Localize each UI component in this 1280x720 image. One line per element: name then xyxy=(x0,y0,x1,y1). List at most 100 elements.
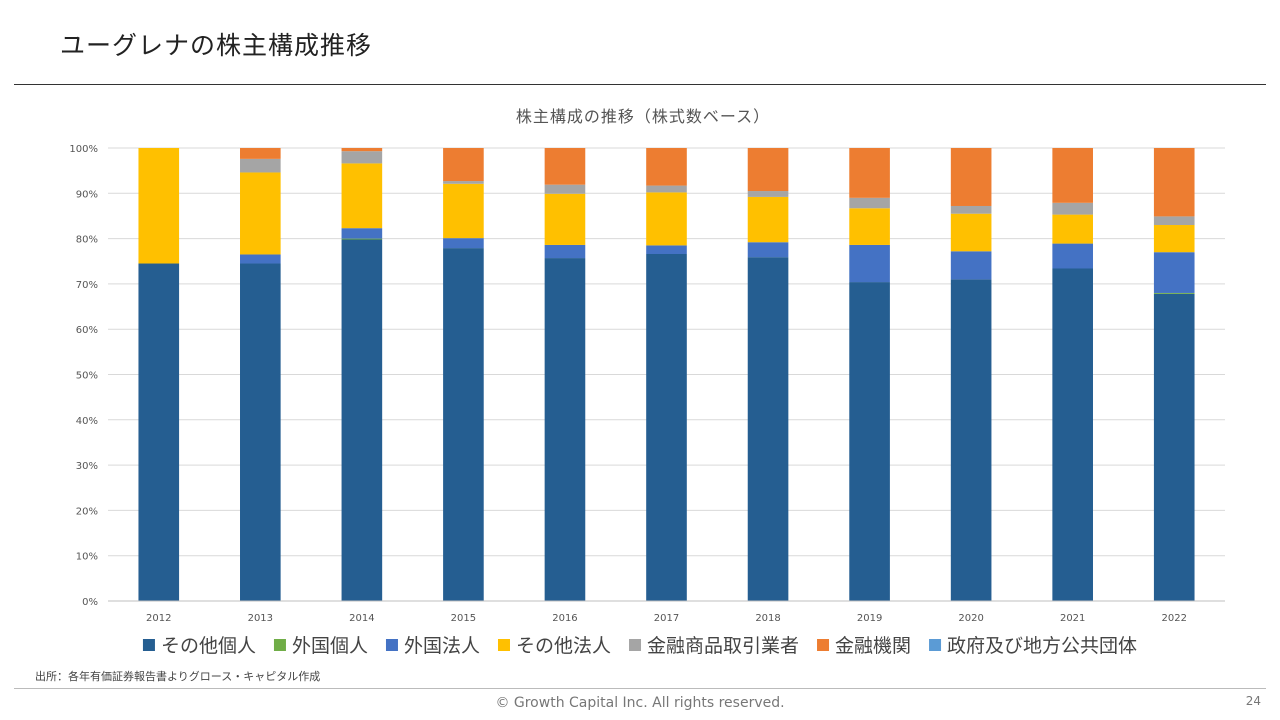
legend-item: 政府及び地方公共団体 xyxy=(929,635,1137,657)
bar-segment xyxy=(849,148,890,198)
bar-segment xyxy=(544,193,586,245)
y-tick-label: 90% xyxy=(76,189,98,200)
stacked-bar-chart: 株主構成の推移（株式数ベース） 0% 10% 20% 30% 40% 50% 60% 70% 8… xyxy=(69,107,1225,657)
x-tick-label: 2022 xyxy=(1162,613,1187,624)
bar-segment xyxy=(138,148,180,264)
bar-segment xyxy=(646,245,687,255)
legend-label: その他個人 xyxy=(161,635,256,657)
x-tick-label: 2019 xyxy=(857,613,882,624)
bars xyxy=(138,148,1195,602)
y-tick-label: 100% xyxy=(69,144,98,155)
bar-segment xyxy=(443,148,484,182)
bar-segment xyxy=(1052,268,1093,601)
legend: その他個人 外国個人 外国法人 その他法人 金融商品取引業者 金融機関 政府及び地方公共団体 xyxy=(142,635,1137,657)
bar-segment xyxy=(646,192,687,246)
x-tick-label: 2013 xyxy=(248,613,273,624)
y-tick-label: 40% xyxy=(76,416,98,427)
legend-label: 政府及び地方公共団体 xyxy=(947,635,1137,657)
bar-segment xyxy=(341,238,383,240)
bar-segment xyxy=(849,208,890,245)
bar-segment xyxy=(849,197,890,209)
bar-segment xyxy=(240,148,281,159)
legend-swatch xyxy=(142,639,155,651)
slide-title: ユーグレナの株主構成推移 xyxy=(60,31,373,60)
bar-segment xyxy=(950,205,992,214)
bar-segment xyxy=(341,163,383,229)
bar-segment xyxy=(443,248,484,601)
legend-swatch xyxy=(817,639,830,651)
bar-segment xyxy=(646,148,687,186)
bar-segment xyxy=(950,251,992,280)
legend-swatch xyxy=(497,639,510,651)
bar-segment xyxy=(1153,148,1195,217)
x-tick-label: 2012 xyxy=(146,613,171,624)
bar-segment xyxy=(646,254,687,601)
bar-segment xyxy=(443,183,484,239)
bar-segment xyxy=(849,282,890,601)
x-tick-label: 2014 xyxy=(349,613,374,624)
bar-segment xyxy=(950,279,992,601)
legend-item: その他法人 xyxy=(497,635,611,657)
bar-segment xyxy=(341,228,383,239)
bar-segment xyxy=(240,263,281,601)
legend-item: 外国個人 xyxy=(273,635,368,657)
legend-swatch xyxy=(385,639,398,651)
page-number: 24 xyxy=(1245,694,1261,708)
x-tick-label: 2016 xyxy=(552,613,577,624)
bar-segment xyxy=(138,263,180,601)
bar-segment xyxy=(1153,216,1195,226)
bar-segment xyxy=(443,181,484,184)
bar-segment xyxy=(747,242,789,258)
source-note: 出所：各年有価証券報告書よりグロース・キャピタル作成 xyxy=(35,670,321,683)
y-tick-label: 0% xyxy=(82,597,98,608)
bar-segment xyxy=(646,185,687,193)
y-tick-label: 70% xyxy=(76,280,98,291)
y-tick-label: 60% xyxy=(76,325,98,336)
legend-swatch xyxy=(929,639,942,651)
bar-segment xyxy=(1153,225,1195,253)
bar-segment xyxy=(341,148,383,152)
legend-label: 金融機関 xyxy=(835,635,911,657)
legend-item: 金融機関 xyxy=(817,635,911,657)
legend-item: 金融商品取引業者 xyxy=(629,635,799,657)
chart-title: 株主構成の推移（株式数ベース） xyxy=(516,107,770,126)
bar-segment xyxy=(1052,214,1093,244)
bar-segment xyxy=(341,239,383,602)
bar-segment xyxy=(1052,202,1093,215)
bar-segment xyxy=(443,238,484,249)
bar-segment xyxy=(240,254,281,264)
legend-swatch xyxy=(629,639,642,651)
bar-segment xyxy=(544,244,586,259)
bar-segment xyxy=(1052,148,1093,203)
bar-segment xyxy=(849,244,890,283)
bar-segment xyxy=(1153,252,1195,293)
bar-segment xyxy=(747,191,789,197)
copyright-text: © Growth Capital Inc. All rights reserve… xyxy=(495,695,785,711)
bar-segment xyxy=(1153,293,1195,601)
bar-segment xyxy=(747,148,789,192)
x-tick-label: 2015 xyxy=(451,613,476,624)
legend-item: 外国法人 xyxy=(385,635,480,657)
legend-label: 金融商品取引業者 xyxy=(647,635,799,657)
axes: 0% 10% 20% 30% 40% 50% 60% 70% 80% 90% 100% 2012 201… xyxy=(69,144,1225,624)
footer-divider xyxy=(14,688,1266,689)
bar-segment xyxy=(544,184,586,194)
bar-segment xyxy=(950,148,992,206)
x-tick-label: 2017 xyxy=(654,613,679,624)
legend-item: その他個人 xyxy=(142,635,256,657)
y-tick-label: 80% xyxy=(76,235,98,246)
bar-segment xyxy=(950,213,992,252)
bar-segment xyxy=(747,257,789,601)
bar-segment xyxy=(1153,292,1195,294)
bar-segment xyxy=(1052,243,1093,269)
bar-segment xyxy=(240,172,281,255)
x-tick-label: 2020 xyxy=(958,613,983,624)
x-tick-label: 2021 xyxy=(1060,613,1085,624)
legend-label: 外国法人 xyxy=(404,635,480,657)
bar-segment xyxy=(747,196,789,243)
bar-segment xyxy=(240,158,281,173)
y-tick-label: 30% xyxy=(76,461,98,472)
legend-label: 外国個人 xyxy=(292,635,368,657)
title-divider xyxy=(14,84,1266,85)
y-tick-label: 10% xyxy=(76,552,98,563)
